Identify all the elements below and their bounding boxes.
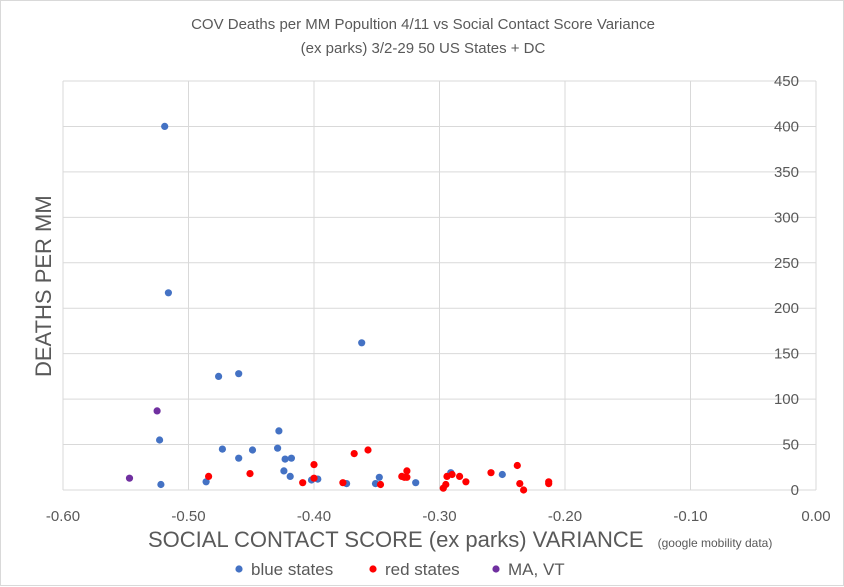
- data-point-series-1: [462, 478, 470, 486]
- data-point-series-1: [364, 446, 372, 454]
- x-tick-label: -0.60: [46, 508, 80, 525]
- data-point-series-1: [516, 480, 524, 488]
- x-tick-label: -0.50: [171, 508, 205, 525]
- data-point-series-1: [400, 473, 408, 481]
- data-point-series-1: [448, 470, 456, 479]
- data-point-series-0: [157, 480, 165, 489]
- y-tick-label: 0: [791, 482, 799, 499]
- data-point-series-1: [246, 470, 254, 478]
- data-point-series-1: [299, 479, 307, 487]
- data-point-series-0: [248, 446, 257, 454]
- data-point-series-1: [513, 461, 521, 470]
- x-axis-title: SOCIAL CONTACT SCORE (ex parks) VARIANCE…: [148, 527, 772, 552]
- y-tick-label: 250: [774, 255, 799, 272]
- y-axis-ticks: 0 50 100 150 200 250 300 350 400 450: [774, 73, 799, 499]
- legend-marker-series-2: [492, 565, 500, 573]
- legend-label-series-2: MA, VT: [508, 560, 565, 579]
- legend-marker-series-0: [235, 565, 243, 573]
- data-point-series-1: [487, 469, 495, 477]
- data-point-series-1: [456, 472, 464, 480]
- data-point-series-0: [215, 372, 223, 380]
- y-tick-label: 450: [774, 73, 799, 90]
- data-point-series-0: [274, 444, 282, 452]
- y-axis-title: DEATHS PER MM: [31, 195, 56, 377]
- y-tick-label: 300: [774, 209, 799, 226]
- data-point-series-1: [376, 480, 385, 489]
- data-point-series-0: [498, 470, 506, 479]
- y-tick-label: 100: [774, 391, 799, 408]
- data-point-series-1: [350, 450, 358, 458]
- x-axis-title-note: (google mobility data): [658, 536, 773, 550]
- x-tick-label: -0.30: [422, 508, 456, 525]
- data-point-series-1: [205, 472, 213, 480]
- y-tick-label: 350: [774, 164, 799, 181]
- data-point-series-0: [164, 289, 172, 297]
- data-point-series-1: [310, 461, 318, 469]
- data-point-series-0: [281, 455, 289, 463]
- y-tick-label: 150: [774, 346, 799, 363]
- data-point-series-0: [375, 473, 383, 481]
- x-tick-label: -0.40: [297, 508, 331, 525]
- data-point-series-0: [202, 478, 210, 486]
- data-point-series-0: [156, 436, 164, 444]
- data-points: [125, 122, 553, 494]
- x-axis-ticks: -0.60 -0.50 -0.40 -0.30 -0.20 -0.10 0.00: [46, 508, 831, 525]
- data-point-series-2: [153, 407, 161, 415]
- axis-titles: SOCIAL CONTACT SCORE (ex parks) VARIANCE…: [31, 195, 772, 552]
- data-point-series-0: [275, 427, 283, 435]
- legend-label-series-0: blue states: [251, 560, 333, 579]
- x-tick-label: 0.00: [801, 508, 830, 525]
- data-point-series-1: [520, 486, 528, 494]
- data-point-series-0: [280, 467, 288, 475]
- x-tick-label: -0.20: [548, 508, 582, 525]
- data-point-series-0: [218, 445, 226, 453]
- legend-marker-series-1: [369, 565, 377, 573]
- y-tick-label: 200: [774, 300, 799, 317]
- data-point-series-1: [339, 479, 347, 487]
- data-point-series-1: [442, 480, 450, 489]
- data-point-series-0: [235, 370, 243, 378]
- data-point-series-0: [358, 339, 366, 347]
- data-point-series-0: [286, 472, 294, 480]
- y-tick-label: 50: [782, 437, 799, 454]
- chart-title-line-1: COV Deaths per MM Popultion 4/11 vs Soci…: [191, 16, 655, 33]
- legend-label-series-1: red states: [385, 560, 460, 579]
- data-point-series-2: [125, 474, 134, 482]
- data-point-series-0: [412, 479, 420, 487]
- data-point-series-0: [287, 454, 295, 462]
- data-point-series-0: [161, 122, 169, 130]
- y-tick-label: 400: [774, 118, 799, 135]
- chart-title-line-2: (ex parks) 3/2-29 50 US States + DC: [301, 40, 546, 57]
- legend: blue states red states MA, VT: [235, 560, 565, 579]
- chart-title: COV Deaths per MM Popultion 4/11 vs Soci…: [191, 16, 655, 57]
- x-tick-label: -0.10: [673, 508, 707, 525]
- x-axis-title-main: SOCIAL CONTACT SCORE (ex parks) VARIANCE: [148, 527, 644, 552]
- data-point-series-1: [545, 480, 553, 488]
- data-point-series-0: [235, 454, 243, 462]
- data-point-series-1: [403, 467, 411, 475]
- gridlines: [62, 80, 817, 491]
- data-point-series-1: [310, 474, 318, 482]
